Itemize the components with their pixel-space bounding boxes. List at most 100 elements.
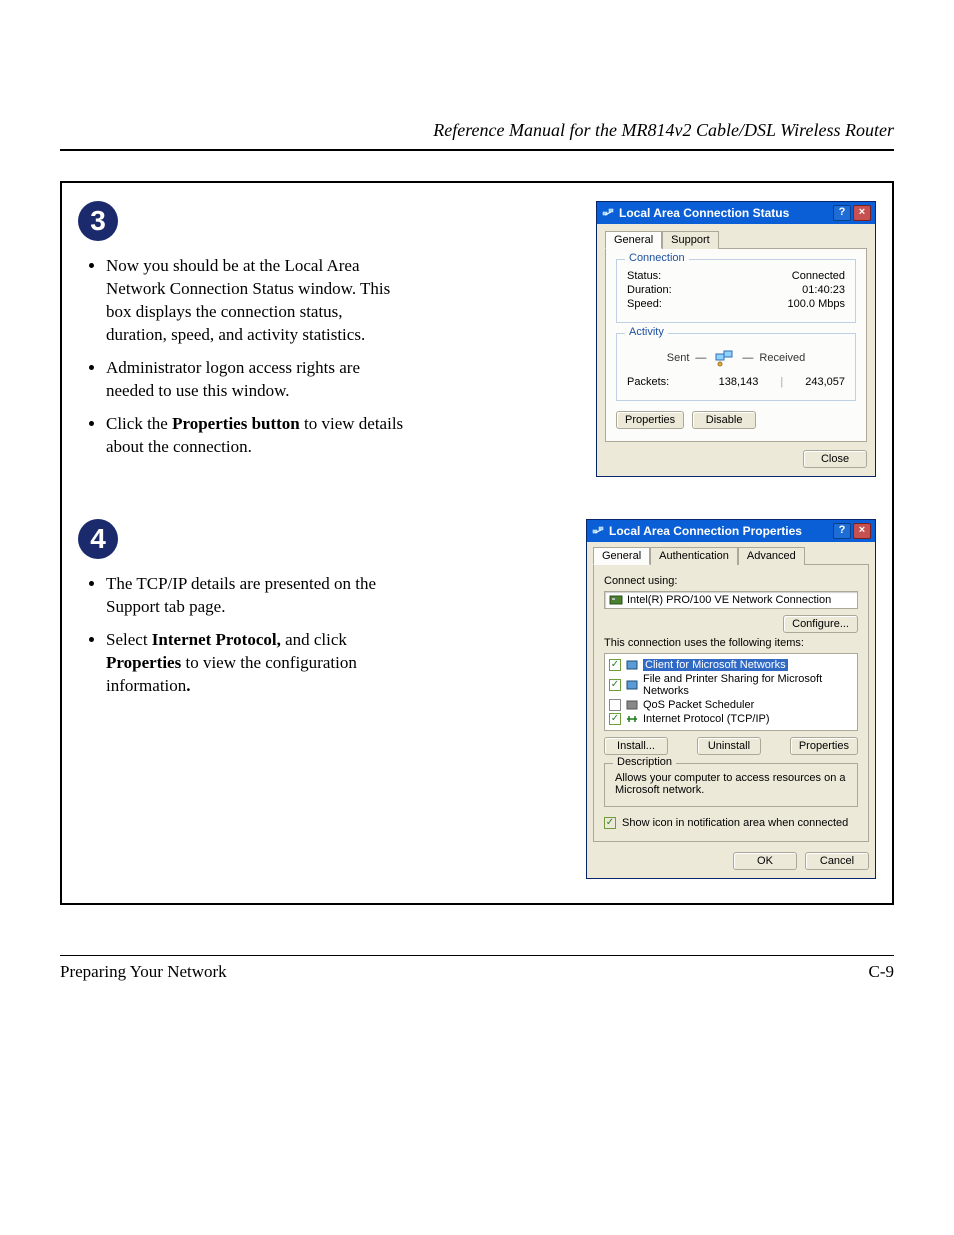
close-title-button[interactable]: × — [853, 205, 871, 221]
install-button[interactable]: Install... — [604, 737, 668, 755]
props-title: Local Area Connection Properties — [609, 524, 831, 538]
item-properties-button[interactable]: Properties — [790, 737, 858, 755]
list-item: QoS Packet Scheduler — [609, 698, 853, 712]
tab-authentication[interactable]: Authentication — [650, 547, 738, 565]
properties-button[interactable]: Properties — [616, 411, 684, 429]
activity-group-label: Activity — [625, 326, 668, 338]
close-button[interactable]: Close — [803, 450, 867, 468]
step4-bullet-1: The TCP/IP details are presented on the … — [106, 573, 404, 619]
step4-bullet-2: Select Internet Protocol, and click Prop… — [106, 629, 404, 698]
adapter-name: Intel(R) PRO/100 VE Network Connection — [627, 594, 831, 606]
disable-button[interactable]: Disable — [692, 411, 756, 429]
network-icon — [591, 524, 605, 538]
steps-container: 3 Now you should be at the Local Area Ne… — [60, 181, 894, 905]
item-client[interactable]: Client for Microsoft Networks — [643, 659, 788, 671]
cancel-button[interactable]: Cancel — [805, 852, 869, 870]
client-icon — [625, 659, 639, 671]
connection-group-label: Connection — [625, 252, 689, 264]
close-title-button[interactable]: × — [853, 523, 871, 539]
sent-value: 138,143 — [719, 376, 759, 388]
ok-button[interactable]: OK — [733, 852, 797, 870]
description-text: Allows your computer to access resources… — [615, 772, 847, 796]
help-button[interactable]: ? — [833, 205, 851, 221]
list-item: ✓ Client for Microsoft Networks — [609, 658, 853, 672]
activity-group: Activity Sent — — [616, 333, 856, 401]
fileprint-icon — [625, 679, 639, 691]
tcpip-icon — [625, 713, 639, 725]
tab-general[interactable]: General — [605, 231, 662, 249]
received-label: Received — [759, 352, 805, 364]
connection-status-dialog: Local Area Connection Status ? × General… — [596, 201, 876, 477]
list-item: ✓ File and Printer Sharing for Microsoft … — [609, 672, 853, 698]
network-icon-svg — [602, 207, 614, 219]
step3-bullet-2: Administrator logon access rights are ne… — [106, 357, 404, 403]
show-icon-row[interactable]: ✓ Show icon in notification area when co… — [604, 817, 858, 829]
adapter-icon — [609, 594, 623, 606]
duration-value: 01:40:23 — [802, 284, 845, 296]
step4-b2-post2: . — [186, 676, 190, 695]
props-titlebar: Local Area Connection Properties ? × — [587, 520, 875, 542]
speed-value: 100.0 Mbps — [788, 298, 845, 310]
running-header: Reference Manual for the MR814v2 Cable/D… — [60, 120, 894, 141]
show-icon-checkbox[interactable]: ✓ — [604, 817, 616, 829]
item-fileprint[interactable]: File and Printer Sharing for Microsoft N… — [643, 673, 853, 697]
step4-b2-bold1: Internet Protocol, — [152, 630, 281, 649]
step4-b2-bold2: Properties — [106, 653, 181, 672]
step3-b3-pre: Click the — [106, 414, 172, 433]
step-3-badge: 3 — [78, 201, 118, 241]
adapter-field: Intel(R) PRO/100 VE Network Connection — [604, 591, 858, 609]
network-icon — [601, 206, 615, 220]
checkbox-icon[interactable]: ✓ — [609, 659, 621, 671]
uninstall-button[interactable]: Uninstall — [697, 737, 761, 755]
tab-support[interactable]: Support — [662, 231, 719, 249]
step-4-text: 4 The TCP/IP details are presented on th… — [78, 519, 418, 708]
item-qos[interactable]: QoS Packet Scheduler — [643, 699, 754, 711]
status-value: Connected — [792, 270, 845, 282]
step3-b3-bold: Properties button — [172, 414, 300, 433]
step-3-text: 3 Now you should be at the Local Area Ne… — [78, 201, 418, 469]
status-pane: Connection Status: Connected Duration: 01:… — [605, 249, 867, 442]
footer-right: C-9 — [869, 962, 895, 982]
footer-rule — [60, 955, 894, 956]
tab-advanced[interactable]: Advanced — [738, 547, 805, 565]
configure-button[interactable]: Configure... — [783, 615, 858, 633]
checkbox-icon[interactable] — [609, 699, 621, 711]
received-value: 243,057 — [805, 376, 845, 388]
footer-left: Preparing Your Network — [60, 962, 227, 982]
props-pane: Connect using: Intel(R) PRO/100 VE Netwo… — [593, 565, 869, 842]
step4-b2-mid: and click — [281, 630, 347, 649]
tab-general[interactable]: General — [593, 547, 650, 565]
connection-properties-dialog: Local Area Connection Properties ? × Gen… — [586, 519, 876, 879]
activity-dash-right: — — [742, 352, 753, 364]
speed-label: Speed: — [627, 298, 662, 310]
list-item: ✓ Internet Protocol (TCP/IP) — [609, 712, 853, 726]
packets-divider: | — [780, 376, 783, 388]
description-group: Description Allows your computer to acce… — [604, 763, 858, 807]
items-label: This connection uses the following items… — [604, 637, 858, 649]
step-3-row: 3 Now you should be at the Local Area Ne… — [62, 183, 892, 501]
item-tcpip[interactable]: Internet Protocol (TCP/IP) — [643, 713, 770, 725]
status-label: Status: — [627, 270, 661, 282]
props-tabs: General Authentication Advanced — [593, 546, 869, 565]
activity-dash-left: — — [695, 352, 706, 364]
status-tabs: General Support — [605, 230, 867, 249]
step-4-row: 4 The TCP/IP details are presented on th… — [62, 501, 892, 903]
checkbox-icon[interactable]: ✓ — [609, 713, 621, 725]
checkbox-icon[interactable]: ✓ — [609, 679, 621, 691]
connect-using-label: Connect using: — [604, 575, 858, 587]
step-4-badge: 4 — [78, 519, 118, 559]
components-list[interactable]: ✓ Client for Microsoft Networks ✓ File and… — [604, 653, 858, 731]
step3-bullet-3: Click the Properties button to view deta… — [106, 413, 404, 459]
connection-group: Connection Status:Connected Duration:01:… — [616, 259, 856, 323]
duration-label: Duration: — [627, 284, 672, 296]
page-footer: Preparing Your Network C-9 — [60, 962, 894, 982]
status-title: Local Area Connection Status — [619, 206, 831, 220]
step3-bullet-1: Now you should be at the Local Area Netw… — [106, 255, 404, 347]
step4-b2-pre: Select — [106, 630, 152, 649]
packets-label: Packets: — [627, 376, 669, 388]
activity-icon — [712, 346, 736, 370]
show-icon-label: Show icon in notification area when conn… — [622, 817, 848, 829]
status-titlebar: Local Area Connection Status ? × — [597, 202, 875, 224]
help-button[interactable]: ? — [833, 523, 851, 539]
header-rule — [60, 149, 894, 151]
